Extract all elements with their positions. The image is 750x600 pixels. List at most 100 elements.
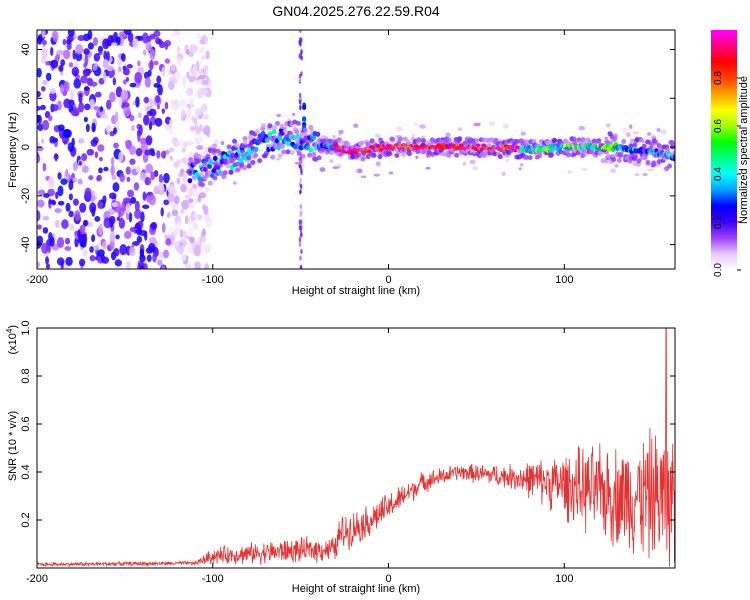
spectrogram-noise-mark	[52, 30, 59, 42]
spectrogram-noise-mark	[189, 97, 194, 109]
spectrogram-noise-mark	[99, 156, 103, 162]
spectrogram-noise-mark	[130, 196, 137, 204]
spectrogram-noise-mark	[163, 249, 170, 259]
spectrogram-halo-mark	[462, 140, 468, 146]
spectrogram-noise-mark	[144, 176, 152, 186]
x-tick-label: 0	[385, 573, 391, 585]
spectrogram-noise-mark	[65, 202, 71, 212]
spectrogram-spike-mark	[299, 184, 303, 190]
spectrogram-noise-mark	[129, 82, 137, 88]
spectrogram-noise-mark	[45, 61, 49, 66]
spectrogram-noise-mark	[178, 172, 183, 178]
spectrogram-halo-mark	[274, 120, 280, 126]
spectrogram-noise-mark	[98, 167, 103, 174]
spectrogram-noise-mark	[126, 64, 133, 69]
snr-panel: -200 -100 0 100 0.2 0.4 0.6 0.8 1.0 Height of s…	[5, 320, 676, 595]
spectrogram-halo-mark	[358, 141, 364, 147]
spectrogram-noise-mark	[125, 76, 130, 82]
spectrogram-noise-mark	[117, 66, 122, 73]
spectrogram-noise-mark	[37, 105, 42, 111]
spectrogram-noise-mark	[78, 258, 86, 267]
spectrogram-noise-mark	[177, 35, 182, 44]
spectrogram-noise-mark	[419, 124, 426, 129]
spectrogram-noise-mark	[55, 191, 59, 200]
spectrogram-noise-mark	[110, 164, 115, 176]
spectrogram-noise-mark	[186, 71, 190, 79]
spectrogram-noise-mark	[40, 47, 46, 53]
spectrogram-noise-mark	[97, 45, 104, 54]
spectrogram-halo-mark	[405, 139, 411, 145]
spectrogram-noise-mark	[131, 124, 135, 132]
spectrogram-noise-mark	[69, 224, 75, 231]
spectrogram-halo-mark	[224, 163, 230, 169]
spectrogram-noise-mark	[45, 256, 50, 265]
spectrogram-noise-mark	[142, 49, 147, 56]
spectrogram-noise-mark	[54, 208, 62, 214]
spectrogram-noise-mark	[473, 122, 481, 127]
spectrogram-noise-mark	[102, 71, 107, 81]
spectrogram-signal-mark	[672, 156, 675, 162]
spectrogram-noise-mark	[79, 224, 86, 235]
spectrogram-halo-mark	[294, 129, 300, 135]
spectrogram-spike-mark	[298, 241, 302, 247]
spectrogram-noise-mark	[145, 135, 153, 146]
spectrogram-noise-mark	[89, 98, 95, 110]
spectrogram-halo-mark	[360, 156, 366, 162]
spectrogram-noise-mark	[647, 132, 652, 137]
spectrogram-halo-mark	[289, 150, 295, 156]
spectrogram-noise-mark	[505, 158, 510, 162]
spectrogram-noise-mark	[49, 87, 57, 94]
spectrogram-noise-mark	[120, 53, 126, 62]
spectrogram-signal-mark	[277, 135, 283, 141]
snr-x-ticks: -200 -100 0 100	[26, 328, 573, 585]
spectrogram-noise-mark	[149, 48, 156, 60]
spectrogram-halo-mark	[617, 152, 623, 158]
spectrogram-halo-mark	[221, 174, 227, 180]
spectrogram-noise-mark	[161, 108, 166, 114]
spectrogram-noise-mark	[329, 159, 334, 163]
spectrogram-noise-mark	[360, 175, 367, 179]
spectrogram-halo-mark	[651, 160, 657, 166]
spectrogram-noise-mark	[112, 182, 120, 192]
spectrogram-noise-mark	[138, 124, 143, 136]
spectrogram-halo-mark	[246, 155, 252, 161]
spectrogram-noise-mark	[94, 91, 102, 98]
spectrogram-noise-mark	[101, 241, 107, 250]
spectrogram-noise-mark	[184, 215, 189, 225]
spectrogram-noise-mark	[518, 167, 522, 171]
spectrogram-halo-mark	[277, 153, 283, 159]
spectrogram-noise-mark	[50, 46, 54, 56]
spectrogram-noise-mark	[101, 256, 110, 264]
spectrogram-noise-mark	[578, 125, 585, 131]
spectrogram-signal-mark	[295, 134, 301, 140]
spectrogram-halo-mark	[549, 152, 555, 158]
spectrogram-noise-mark	[80, 75, 88, 84]
spectrogram-noise-mark	[388, 171, 394, 175]
spectrogram-halo-mark	[633, 153, 639, 159]
spectrogram-noise-mark	[50, 59, 59, 69]
spectrogram-noise-mark	[183, 141, 188, 149]
spectrogram-noise-mark	[146, 110, 154, 116]
x-tick-label: 100	[555, 573, 573, 585]
spectrogram-halo-mark	[628, 143, 634, 149]
spectrogram-noise-mark	[99, 106, 104, 113]
y-tick-label: 0	[20, 144, 32, 150]
spectrogram-noise-mark	[48, 115, 53, 122]
spectrogram-halo-mark	[230, 152, 236, 158]
spectrogram-noise-mark	[119, 217, 124, 226]
spectrogram-noise-mark	[614, 164, 619, 168]
spectrogram-noise-mark	[52, 137, 59, 143]
y-tick-label: 0.2	[20, 512, 32, 527]
y-tick-label: 20	[20, 92, 32, 104]
spectrogram-noise-mark	[72, 177, 78, 183]
spectrogram-noise-mark	[56, 236, 65, 248]
spectrogram-noise-mark	[609, 168, 617, 173]
spectrogram-noise-mark	[69, 89, 75, 100]
snr-frame	[36, 327, 676, 569]
x-tick-label: -200	[26, 274, 48, 286]
spectrogram-noise-mark	[42, 227, 49, 234]
spectrogram-signal-mark	[212, 155, 218, 161]
spectrogram-noise-mark	[374, 133, 381, 139]
spectrogram-noise-mark	[520, 131, 526, 136]
